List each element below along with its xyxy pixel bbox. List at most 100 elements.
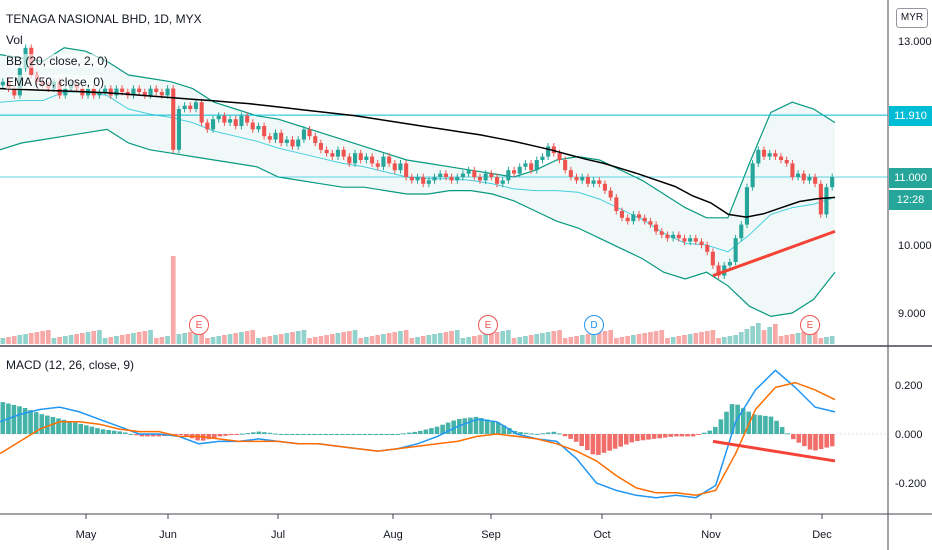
- volume-bar: [273, 335, 278, 344]
- candle-body: [392, 163, 397, 171]
- candle-body: [233, 119, 238, 126]
- candle-body: [250, 122, 255, 130]
- earnings-event-marker[interactable]: E: [478, 315, 498, 335]
- candle-body: [142, 92, 147, 96]
- volume-bar: [290, 332, 295, 344]
- candle-body: [512, 170, 517, 174]
- macd-histogram-bar: [139, 434, 145, 437]
- volume-bar: [80, 333, 85, 344]
- macd-histogram-bar: [340, 434, 345, 435]
- macd-histogram-bar: [379, 434, 384, 435]
- volume-bar: [676, 336, 682, 344]
- macd-indicator-label[interactable]: MACD (12, 26, close, 9): [6, 358, 135, 372]
- macd-histogram-bar: [774, 420, 779, 434]
- volume-bar: [801, 332, 807, 344]
- macd-histogram-bar: [445, 422, 451, 434]
- volume-bar: [670, 337, 676, 344]
- volume-bar: [608, 330, 613, 344]
- volume-bar: [494, 332, 500, 344]
- candle-body: [296, 139, 301, 147]
- candle-body: [171, 88, 176, 150]
- volume-bar: [829, 336, 835, 344]
- symbol-title: TENAGA NASIONAL BHD, 1D, MYX: [6, 12, 202, 26]
- candle-body: [131, 88, 136, 96]
- currency-button[interactable]: MYR: [896, 8, 928, 28]
- volume-bar: [432, 334, 437, 344]
- volume-bar: [426, 335, 432, 344]
- macd-histogram-bar: [28, 410, 33, 434]
- vol-indicator-label[interactable]: Vol: [6, 33, 23, 47]
- candle-body: [801, 173, 806, 181]
- candle-body: [574, 177, 579, 181]
- volume-bar: [500, 331, 506, 344]
- macd-histogram-bar: [223, 434, 228, 436]
- macd-histogram-bar: [306, 434, 312, 435]
- volume-bar: [114, 336, 119, 344]
- candle-body: [279, 132, 284, 143]
- volume-bar: [199, 330, 204, 344]
- volume-bar: [631, 335, 636, 344]
- macd-histogram-bar: [33, 412, 39, 434]
- macd-tick-label: 0.000: [895, 429, 923, 441]
- macd-histogram-bar: [206, 434, 212, 440]
- candle-body: [642, 217, 647, 222]
- volume-bar: [528, 335, 534, 344]
- volume-bar: [278, 334, 284, 344]
- candle-body: [222, 115, 227, 123]
- earnings-event-marker[interactable]: E: [800, 315, 820, 335]
- volume-bar: [170, 256, 176, 344]
- macd-histogram-bar: [518, 432, 523, 434]
- macd-histogram-bar: [312, 434, 317, 435]
- volume-bar: [460, 338, 466, 344]
- earnings-event-marker[interactable]: E: [189, 315, 209, 335]
- dividend-event-marker[interactable]: D: [584, 315, 604, 335]
- candle-body: [529, 163, 534, 171]
- candle-body: [409, 177, 414, 181]
- candle-body: [324, 149, 329, 154]
- volume-bar: [312, 337, 318, 344]
- bb-upper-line: [0, 47, 836, 219]
- macd-histogram-bar: [173, 434, 178, 435]
- candle-body: [114, 88, 119, 96]
- macd-histogram-bar: [145, 434, 150, 437]
- macd-histogram-bar: [507, 428, 512, 434]
- macd-histogram-bar: [585, 434, 590, 451]
- macd-histogram-bar: [39, 414, 45, 434]
- volume-bar: [165, 336, 170, 344]
- volume-bar: [596, 332, 602, 344]
- volume-bar: [216, 336, 222, 344]
- volume-bar: [818, 338, 824, 344]
- macd-histogram-bar: [0, 402, 6, 434]
- candle-body: [313, 136, 318, 143]
- volume-bar: [233, 333, 239, 344]
- macd-histogram-bar: [451, 420, 456, 434]
- volume-bar: [710, 330, 716, 344]
- volume-bar: [347, 331, 352, 344]
- volume-bar: [28, 333, 34, 344]
- volume-bar: [74, 334, 79, 344]
- candle-body: [290, 139, 295, 147]
- macd-histogram-bar: [468, 417, 473, 434]
- volume-bar: [767, 327, 772, 344]
- volume-bar: [557, 330, 562, 344]
- volume-bar: [409, 338, 415, 344]
- macd-histogram-bar: [345, 434, 351, 435]
- bb-indicator-label[interactable]: BB (20, close, 2, 0): [6, 54, 109, 68]
- macd-histogram-bar: [640, 434, 646, 441]
- macd-histogram-bar: [484, 419, 490, 434]
- volume-bar: [284, 333, 290, 344]
- ema-indicator-label[interactable]: EMA (50, close, 0): [6, 75, 105, 89]
- volume-bar: [17, 335, 23, 344]
- macd-histogram-bar: [568, 434, 573, 439]
- volume-bar: [540, 333, 545, 344]
- volume-bar: [523, 336, 528, 344]
- macd-histogram-bar: [785, 433, 790, 435]
- macd-histogram-bar: [123, 432, 128, 434]
- candle-body: [347, 156, 352, 164]
- volume-bar: [136, 332, 142, 344]
- time-tick-label: May: [76, 529, 97, 541]
- volume-bar: [261, 337, 267, 344]
- macd-histogram-bar: [178, 434, 184, 435]
- volume-bar: [364, 337, 369, 344]
